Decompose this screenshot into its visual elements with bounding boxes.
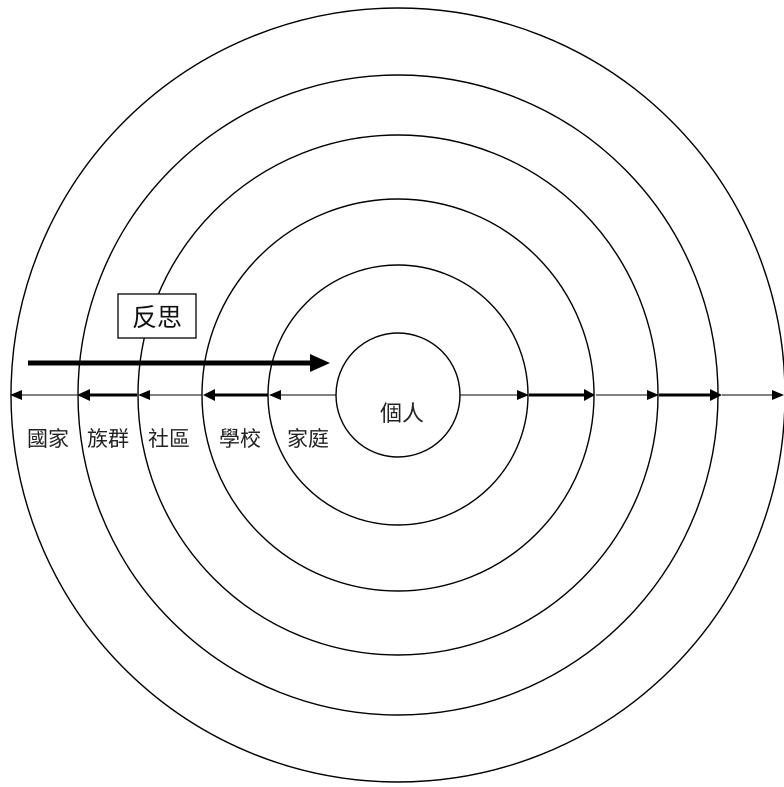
reflect-arrow [28,354,330,372]
reflect-box: 反思 [117,293,197,339]
ring-label-nation: 國家 [27,427,69,451]
ring-label-community: 社區 [148,427,190,451]
ring-label-ethnic-group: 族群 [87,427,129,451]
center-label: 個人 [380,402,424,427]
ring-label-school: 學校 [219,427,261,451]
ring-individual [335,332,461,458]
ring-label-family: 家庭 [287,427,329,451]
left-axis-arrows [10,389,336,401]
reflect-label: 反思 [132,303,182,332]
right-axis-arrows [460,389,784,401]
